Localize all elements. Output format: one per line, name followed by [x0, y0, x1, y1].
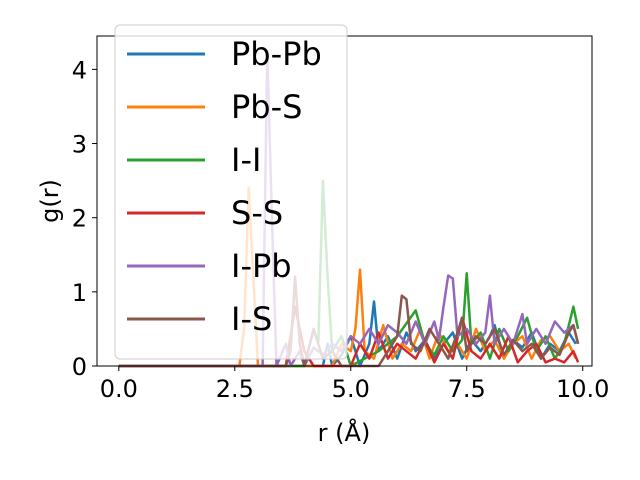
y-axis-label: g(r) — [36, 179, 64, 223]
legend-label-i-i: I-I — [231, 141, 261, 179]
y-tick-label: 0 — [72, 353, 87, 381]
x-tick-label: 7.5 — [448, 375, 486, 403]
x-tick-label: 2.5 — [216, 375, 254, 403]
x-axis-label: r (Å) — [318, 418, 371, 447]
legend-label-pb-s: Pb-S — [231, 88, 302, 126]
x-tick-label: 0.0 — [100, 375, 138, 403]
legend-label-s-s: S-S — [231, 194, 283, 232]
x-axis-ticks: 0.0 2.5 5.0 7.5 10.0 — [100, 366, 609, 403]
x-tick-label: 10.0 — [556, 375, 609, 403]
legend-label-i-pb: I-Pb — [231, 247, 292, 285]
y-axis-ticks: 0 1 2 3 4 — [72, 56, 97, 381]
x-tick-label: 5.0 — [332, 375, 370, 403]
legend-label-pb-pb: Pb-Pb — [231, 35, 322, 73]
legend: Pb-Pb Pb-S I-I S-S I-Pb I-S — [114, 24, 348, 360]
y-tick-label: 2 — [72, 205, 87, 233]
y-tick-label: 1 — [72, 279, 87, 307]
y-tick-label: 4 — [72, 56, 87, 84]
y-tick-label: 3 — [72, 131, 87, 159]
legend-label-i-s: I-S — [231, 300, 272, 338]
